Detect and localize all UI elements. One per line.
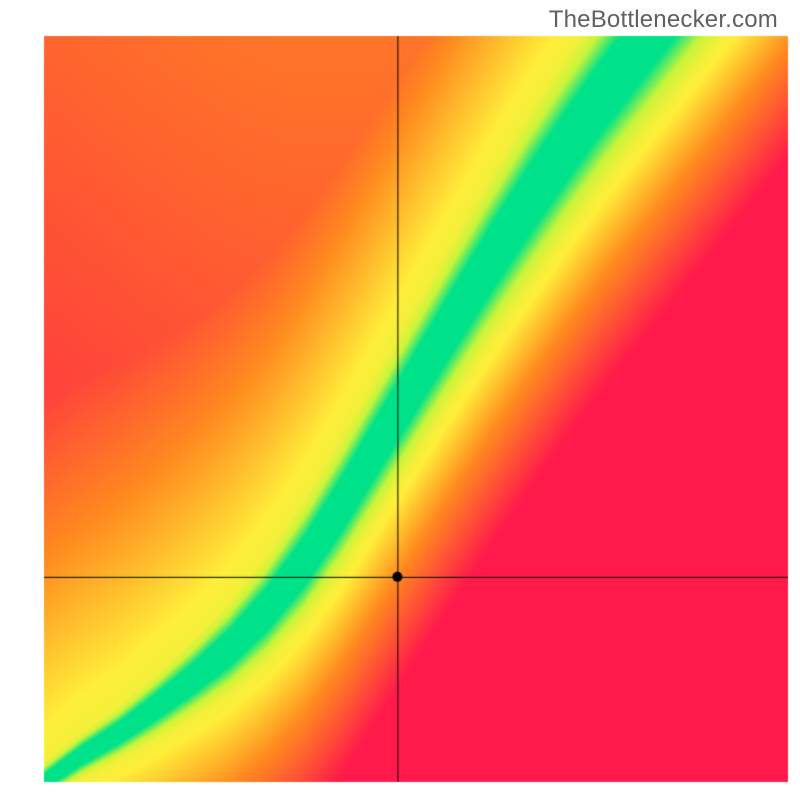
heatmap-canvas <box>0 0 800 800</box>
bottleneck-heatmap <box>0 0 800 800</box>
watermark-text: TheBottlenecker.com <box>549 6 778 34</box>
